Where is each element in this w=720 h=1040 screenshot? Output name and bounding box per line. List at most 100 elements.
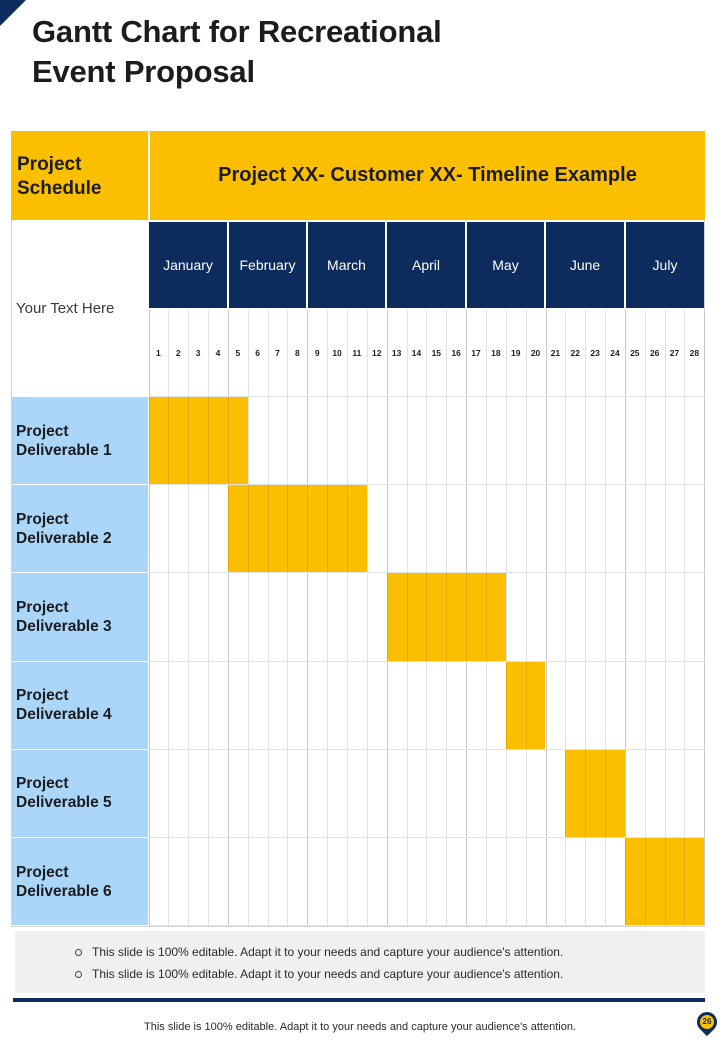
- gantt-bar-segment: [664, 838, 685, 926]
- grid-row-line: [150, 837, 705, 838]
- week-number: 24: [610, 348, 620, 358]
- week-number: 21: [550, 348, 561, 358]
- deliverable-label: Project Deliverable 2: [12, 485, 148, 573]
- gantt-bar-segment: [426, 573, 447, 661]
- deliverable-label: Project Deliverable 4: [12, 661, 148, 749]
- month-header-march: March: [308, 222, 385, 308]
- gantt-bar-segment: [485, 573, 506, 661]
- gantt-bar-segment: [446, 573, 467, 661]
- deliverable-label-line-1: Project: [16, 775, 69, 793]
- gantt-bar-segment: [505, 661, 526, 749]
- week-number: 19: [510, 348, 521, 358]
- week-number: 11: [352, 348, 362, 358]
- gantt-bar-segment: [565, 749, 586, 837]
- week-number: 1: [156, 348, 161, 358]
- page-title: Gantt Chart for Recreational Event Propo…: [32, 12, 632, 92]
- gantt-bar-segment: [188, 397, 209, 485]
- note-text: This slide is 100% editable. Adapt it to…: [92, 945, 564, 959]
- gantt-bar-segment: [168, 397, 189, 485]
- gantt-bar-segment: [287, 485, 308, 573]
- deliverable-label-line-1: Project: [16, 598, 69, 616]
- grid-row-line: [150, 925, 705, 927]
- gantt-bar-segment: [247, 485, 268, 573]
- week-number: 17: [471, 348, 481, 358]
- grid-column-line: [704, 310, 706, 926]
- gantt-bar-segment: [148, 397, 169, 485]
- row-separator: [12, 660, 148, 662]
- deliverable-label-text: Project Deliverable 3: [16, 598, 112, 636]
- week-number: 26: [649, 348, 660, 358]
- week-number: 27: [669, 348, 680, 358]
- gantt-bar-segment: [585, 749, 606, 837]
- grid-column-line: [565, 310, 567, 926]
- deliverable-label-text: Project Deliverable 1: [16, 422, 112, 460]
- deliverable-label: Project Deliverable 3: [12, 573, 148, 661]
- deliverable-label-line-2: Deliverable 1: [16, 441, 112, 459]
- project-schedule-cell: Project Schedule: [11, 131, 148, 220]
- grid-row-line: [150, 660, 705, 662]
- grid-row-line: [150, 572, 705, 574]
- deliverable-label-text: Project Deliverable 2: [16, 510, 112, 548]
- deliverable-label-text: Project Deliverable 4: [16, 686, 112, 724]
- gantt-bar-segment: [605, 749, 625, 837]
- month-header-april: April: [387, 222, 465, 308]
- deliverable-label-line-2: Deliverable 6: [16, 882, 112, 900]
- gantt-bar-segment: [327, 485, 347, 573]
- week-number: 28: [689, 348, 700, 358]
- grid-row-line: [150, 396, 705, 397]
- week-number: 18: [491, 348, 501, 358]
- gantt-bar-segment: [644, 838, 665, 926]
- grid-column-line: [227, 310, 229, 926]
- grid-column-line: [307, 310, 309, 926]
- your-text-placeholder: Your Text Here: [16, 300, 115, 317]
- week-number: 13: [391, 348, 402, 358]
- grid-column-line: [267, 310, 269, 926]
- schedule-label-line-2: Schedule: [17, 178, 102, 199]
- gantt-bar-segment: [227, 485, 248, 573]
- grid-column-line: [684, 310, 686, 926]
- week-number: 2: [175, 348, 181, 358]
- week-number: 15: [431, 348, 442, 358]
- deliverable-label-line-2: Deliverable 4: [16, 706, 112, 724]
- gantt-bar-segment: [684, 838, 705, 926]
- deliverable-label-line-2: Deliverable 3: [16, 617, 112, 635]
- gantt-bar-segment: [307, 485, 328, 573]
- note-item: This slide is 100% editable. Adapt it to…: [15, 941, 705, 963]
- deliverable-label-line-1: Project: [16, 687, 69, 705]
- grid-column-line: [188, 310, 190, 926]
- row-separator: [12, 572, 148, 574]
- week-number: 14: [411, 348, 422, 358]
- grid-column-line: [366, 310, 368, 926]
- week-number: 3: [195, 348, 201, 358]
- week-number: 10: [332, 348, 342, 358]
- week-number: 7: [275, 348, 280, 358]
- month-header-july: July: [626, 222, 704, 308]
- deliverable-label-line-2: Deliverable 2: [16, 529, 112, 547]
- row-separator: [12, 484, 148, 486]
- grid-column-line: [208, 310, 210, 926]
- deliverable-label-line-2: Deliverable 5: [16, 794, 112, 812]
- deliverable-label-line-1: Project: [16, 422, 69, 440]
- week-number: 9: [314, 348, 320, 358]
- week-number: 16: [451, 348, 461, 358]
- month-header-may: May: [467, 222, 544, 308]
- week-number: 4: [215, 348, 221, 358]
- bullet-circle-icon: [75, 949, 82, 956]
- gantt-bar-segment: [525, 661, 546, 749]
- grid-column-line: [545, 310, 547, 926]
- timeline-header: Project XX- Customer XX- Timeline Exampl…: [150, 131, 705, 220]
- gantt-bar-segment: [624, 838, 645, 926]
- gantt-bar-segment: [386, 573, 407, 661]
- grid-row-line: [150, 748, 705, 750]
- grid-column-line: [148, 310, 150, 926]
- notes-box: This slide is 100% editable. Adapt it to…: [15, 931, 705, 993]
- month-header-january: January: [149, 222, 227, 308]
- grid-column-line: [644, 310, 646, 926]
- gantt-bar-segment: [347, 485, 367, 573]
- gantt-bar-segment: [267, 485, 288, 573]
- grid-column-line: [664, 310, 666, 926]
- bullet-circle-icon: [75, 971, 82, 978]
- row-separator: [12, 748, 148, 750]
- gantt-bar-segment: [406, 573, 427, 661]
- month-header-june: June: [546, 222, 624, 308]
